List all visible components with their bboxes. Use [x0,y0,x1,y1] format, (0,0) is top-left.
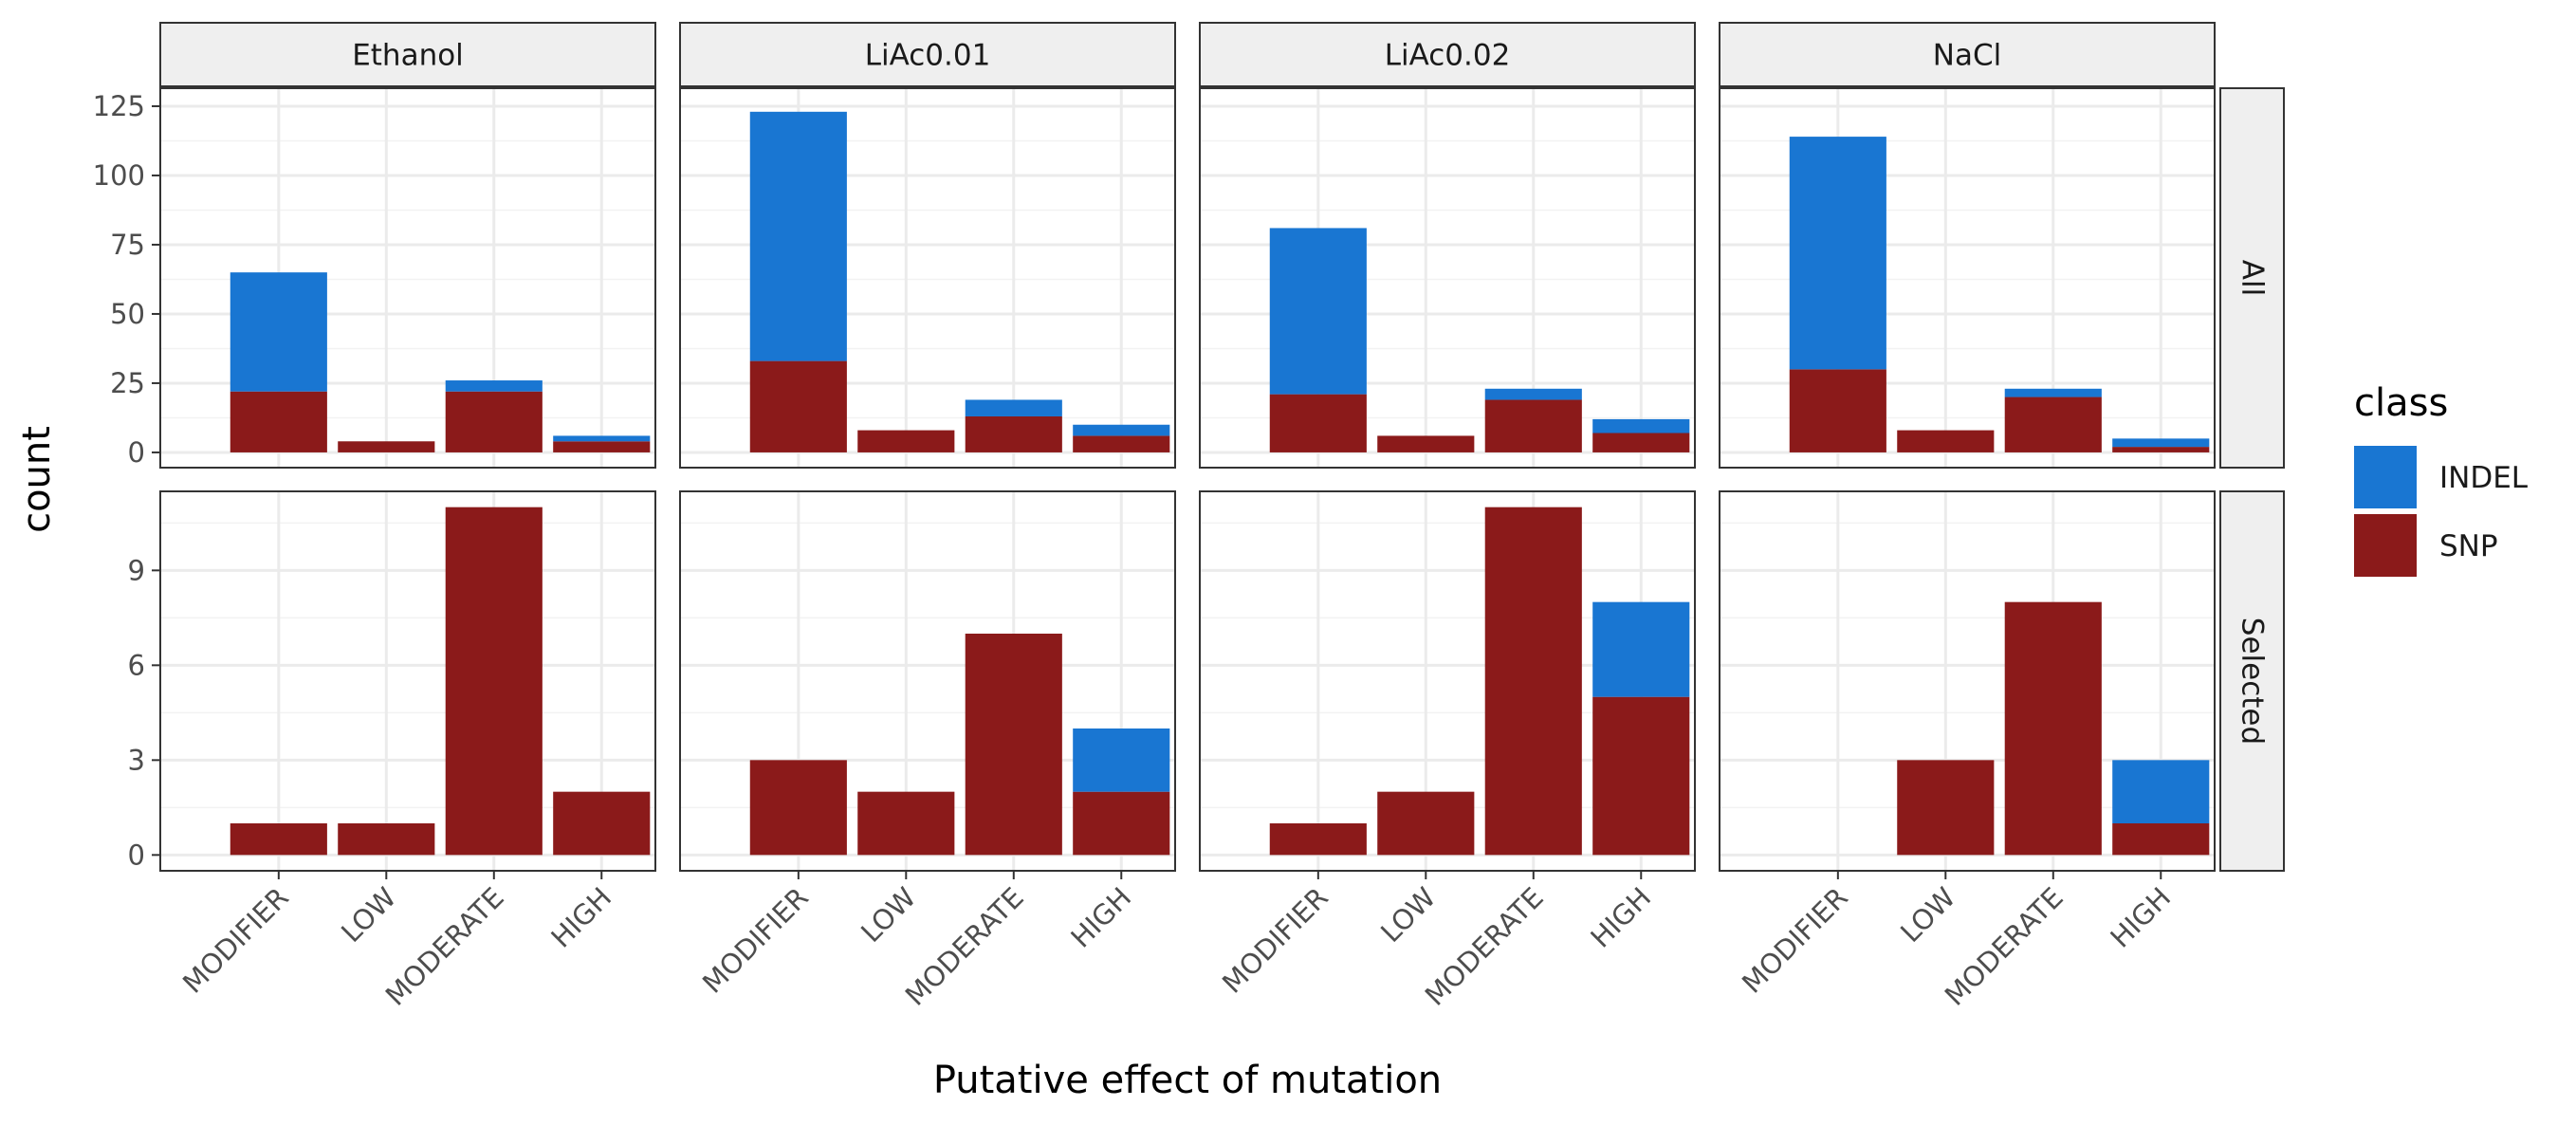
bar-snp-ethanol-selected-moderate [445,507,543,856]
bar-snp-liac0-02-all-low [1377,435,1475,452]
x-tick-label: MODIFIER [1736,881,1854,1000]
panel-border [1199,490,1696,872]
x-axis-title: Putative effect of mutation [933,1059,1442,1102]
bar-snp-liac0-01-all-modifier [749,360,847,452]
x-tick-label: HIGH [1584,881,1657,954]
facet-strip-liac0-02 [1199,22,1696,87]
x-tick-label: HIGH [1064,881,1137,954]
y-tick-label: 25 [110,367,145,399]
bar-snp-nacl-selected-high [2112,823,2210,856]
y-tick-label: 125 [93,90,145,122]
row-strip-all [2219,87,2285,469]
y-tick-label: 6 [128,649,145,681]
legend-label-indel: INDEL [2439,461,2529,495]
bar-snp-liac0-01-selected-moderate [965,634,1062,856]
bar-snp-liac0-01-all-high [1073,435,1170,452]
x-tick-label: MODIFIER [1216,881,1334,1000]
bar-snp-liac0-01-selected-modifier [749,760,847,856]
bar-snp-ethanol-all-modifier [230,391,327,452]
bar-snp-nacl-selected-low [1897,760,1995,856]
panel-border [1199,87,1696,469]
bar-snp-ethanol-selected-modifier [230,823,327,856]
bar-indel-liac0-02-all-modifier [1269,228,1367,395]
y-tick-label: 0 [128,436,145,469]
bar-indel-liac0-01-all-modifier [749,111,847,361]
x-tick-label: HIGH [2104,881,2177,954]
bar-indel-liac0-01-all-moderate [965,399,1062,416]
bar-indel-ethanol-all-modifier [230,272,327,392]
bar-snp-ethanol-all-high [553,441,651,452]
bar-snp-liac0-02-all-moderate [1484,399,1582,452]
bar-snp-liac0-01-selected-high [1073,791,1170,856]
row-label-all: All [2236,260,2270,296]
legend-key-snp [2354,514,2417,577]
bar-indel-nacl-all-modifier [1789,137,1886,370]
bar-snp-nacl-selected-moderate [2004,601,2102,856]
x-tick-label: MODIFIER [696,881,815,1000]
bar-snp-ethanol-all-low [338,441,435,452]
x-tick-label: HIGH [544,881,617,954]
facet-label-ethanol: Ethanol [352,39,464,73]
y-tick-label: 3 [128,744,145,776]
bar-indel-liac0-02-selected-high [1592,601,1690,697]
row-strip-selected [2219,490,2285,872]
facet-strip-liac0-01 [679,22,1176,87]
bar-snp-nacl-all-low [1897,430,1995,452]
y-tick-label: 9 [128,554,145,586]
bar-snp-liac0-02-selected-low [1377,791,1475,856]
bar-indel-nacl-all-moderate [2004,388,2102,397]
y-tick-label: 50 [110,298,145,330]
bar-snp-ethanol-all-moderate [445,391,543,452]
row-label-selected: Selected [2236,618,2270,745]
bar-snp-nacl-all-moderate [2004,397,2102,452]
bar-snp-liac0-02-selected-modifier [1269,823,1367,856]
bar-indel-liac0-01-all-high [1073,424,1170,436]
bar-snp-liac0-02-all-high [1592,433,1690,452]
bar-snp-ethanol-selected-low [338,823,435,856]
panel-border [679,87,1176,469]
panel-border [159,490,656,872]
legend-label-snp: SNP [2439,529,2498,563]
facet-label-liac0-01: LiAc0.01 [865,39,991,73]
bar-indel-nacl-selected-high [2112,760,2210,823]
bar-snp-liac0-02-all-modifier [1269,394,1367,452]
bar-snp-ethanol-selected-high [553,791,651,856]
panel-border [679,490,1176,872]
bar-indel-liac0-01-selected-high [1073,728,1170,792]
x-tick-label: MODIFIER [176,881,295,1000]
legend-title: class [2354,381,2448,425]
bar-snp-liac0-01-all-low [857,430,955,452]
legend-key-indel [2354,446,2417,508]
bar-snp-liac0-02-selected-high [1592,696,1690,856]
facet-label-nacl: NaCl [1933,39,2001,73]
x-tick-label: LOW [335,881,402,949]
bar-indel-liac0-02-all-high [1592,418,1690,433]
y-tick-label: 100 [93,159,145,192]
bar-snp-liac0-01-all-moderate [965,415,1062,452]
y-tick-label: 0 [128,839,145,871]
bar-snp-liac0-01-selected-low [857,791,955,856]
x-tick-label: LOW [1374,881,1442,949]
panel-border [159,87,656,469]
y-axis-title: count [15,426,59,533]
bar-snp-nacl-all-modifier [1789,369,1886,452]
bar-indel-ethanol-all-high [553,435,651,442]
facet-strip-nacl [1719,22,2216,87]
facet-label-liac0-02: LiAc0.02 [1385,39,1511,73]
panel-border [1719,490,2216,872]
x-tick-label: LOW [1894,881,1961,949]
bar-snp-nacl-all-high [2112,447,2210,452]
bar-indel-liac0-02-all-moderate [1484,388,1582,400]
bar-indel-nacl-all-high [2112,438,2210,448]
x-tick-label: LOW [855,881,922,949]
y-tick-label: 75 [110,229,145,261]
panel-border [1719,87,2216,469]
bar-indel-ethanol-all-moderate [445,380,543,392]
facet-strip-ethanol [159,22,656,87]
bar-snp-liac0-02-selected-moderate [1484,507,1582,856]
